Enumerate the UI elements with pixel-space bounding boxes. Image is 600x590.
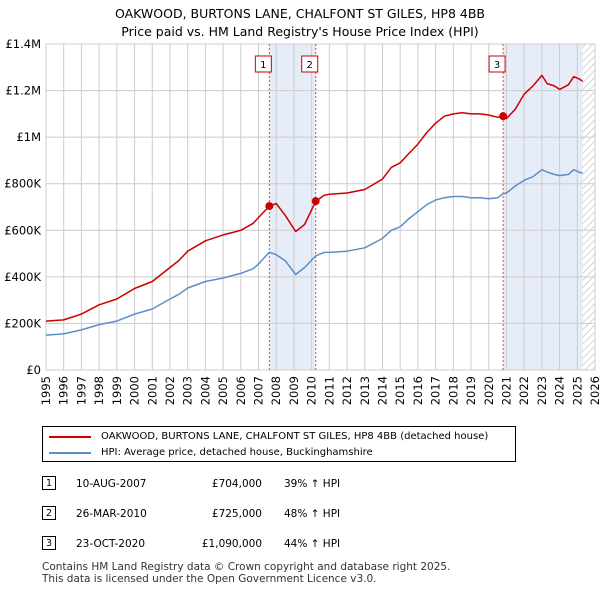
x-tick-label: 2007 (252, 376, 266, 405)
y-tick-label: £1M (16, 130, 41, 144)
y-tick-label: £600K (4, 223, 41, 237)
x-tick-label: 1998 (92, 376, 106, 405)
x-tick-label: 2009 (287, 376, 301, 405)
sale-price: £1,090,000 (201, 538, 262, 550)
sale-number-badge: 2 (42, 506, 56, 520)
footer-copyright: Contains HM Land Registry data © Crown c… (42, 561, 451, 573)
legend-label-property: OAKWOOD, BURTONS LANE, CHALFONT ST GILES… (101, 431, 489, 442)
sale-label-text-2: 2 (307, 60, 313, 71)
price-chart: £0 £200K £400K £600K £800K £1M £1.2M £1.4M 1995 1… (4, 37, 600, 405)
x-tick-label: 2005 (216, 376, 230, 405)
sale-price: £704,000 (211, 478, 262, 490)
x-tick-label: 2019 (464, 376, 478, 405)
sale-hpi-delta: 39% ↑ HPI (284, 478, 341, 490)
x-tick-label: 2010 (305, 376, 319, 405)
x-tick-label: 2017 (429, 376, 443, 405)
legend-swatch-hpi (49, 452, 91, 454)
sale-point-2 (311, 197, 320, 206)
x-tick-label: 2025 (570, 376, 584, 405)
x-tick-label: 2026 (588, 376, 600, 405)
sale-number-badge: 3 (42, 536, 56, 550)
y-tick-label: £800K (4, 177, 41, 191)
x-tick-label: 2014 (376, 376, 390, 405)
legend-swatch-property (49, 436, 91, 438)
x-tick-label: 2024 (553, 376, 567, 405)
x-tick-label: 2004 (198, 376, 212, 405)
x-tick-label: 2020 (482, 376, 496, 405)
sale-date: 10-AUG-2007 (76, 478, 147, 490)
x-tick-label: 2002 (163, 376, 177, 405)
chart-title-line2: Price paid vs. HM Land Registry's House … (121, 24, 479, 39)
legend-label-hpi: HPI: Average price, detached house, Buck… (101, 447, 373, 458)
x-tick-label: 1997 (74, 376, 88, 405)
y-tick-label: £400K (4, 270, 41, 284)
x-tick-label: 2023 (535, 376, 549, 405)
x-tick-label: 2015 (393, 376, 407, 405)
x-tick-label: 1996 (57, 376, 71, 405)
sale-number-badge: 1 (42, 476, 56, 490)
x-tick-label: 1995 (39, 376, 53, 405)
shaded-span-2 (503, 44, 583, 370)
y-tick-label: £200K (4, 316, 41, 330)
x-tick-label: 2012 (340, 376, 354, 405)
sale-hpi-delta: 44% ↑ HPI (284, 538, 341, 550)
x-tick-label: 2018 (446, 376, 460, 405)
sale-label-box-1 (254, 55, 272, 73)
x-tick-label: 2022 (517, 376, 531, 405)
sale-hpi-delta: 48% ↑ HPI (284, 508, 341, 520)
sale-label-box-3 (488, 55, 506, 73)
hpi-line (45, 168, 583, 336)
x-tick-label: 2003 (181, 376, 195, 405)
chart-legend: OAKWOOD, BURTONS LANE, CHALFONT ST GILES… (42, 426, 516, 462)
x-tick-label: 2013 (358, 376, 372, 405)
property-price-line (45, 74, 584, 322)
sale-date: 23-OCT-2020 (76, 538, 145, 550)
sale-point-1 (265, 202, 274, 211)
sale-price: £725,000 (211, 508, 262, 520)
x-tick-label: 1999 (110, 376, 124, 405)
x-tick-label: 2006 (234, 376, 248, 405)
shaded-span-1 (269, 44, 316, 370)
y-tick-label: £1.4M (5, 37, 41, 51)
x-tick-label: 2000 (128, 376, 142, 405)
y-tick-label: £1.2M (5, 84, 41, 98)
sale-point-3 (499, 112, 508, 121)
forecast-hatch (582, 44, 595, 370)
x-tick-label: 2016 (411, 376, 425, 405)
sale-date: 26-MAR-2010 (76, 508, 147, 520)
x-tick-label: 2011 (322, 376, 336, 405)
x-tick-label: 2008 (269, 376, 283, 405)
x-tick-label: 2021 (499, 376, 513, 405)
chart-title-line1: OAKWOOD, BURTONS LANE, CHALFONT ST GILES… (114, 6, 486, 21)
sale-label-box-2 (301, 55, 319, 73)
x-tick-label: 2001 (145, 376, 159, 405)
footer-licence: This data is licensed under the Open Gov… (42, 573, 377, 585)
y-tick-label: £0 (26, 363, 41, 377)
sale-label-text-3: 3 (494, 60, 500, 71)
sale-label-text-1: 1 (260, 60, 266, 71)
